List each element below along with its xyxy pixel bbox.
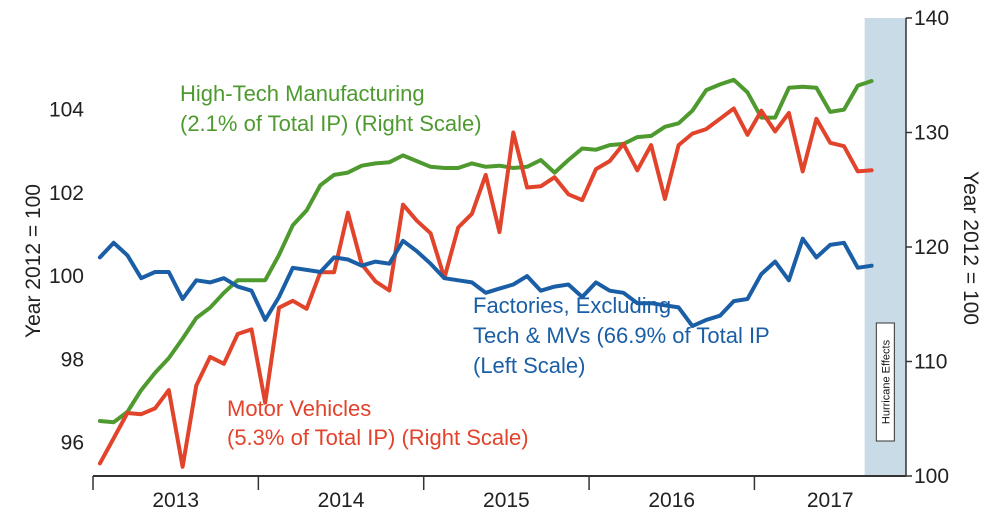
left-tick-label: 98 bbox=[61, 348, 84, 371]
motor-vehicles-annotation-line-1: Motor Vehicles bbox=[227, 396, 371, 421]
series-line-factories-excluding-tech-mvs bbox=[97, 236, 874, 329]
series-layer bbox=[97, 77, 874, 469]
series-line-motor-vehicles bbox=[97, 106, 874, 469]
motor-vehicles-annotation-line-2: (5.3% of Total IP) (Right Scale) bbox=[227, 425, 529, 450]
right-axis: 100 110 120 130 140 bbox=[905, 7, 949, 488]
left-tick-label: 100 bbox=[49, 265, 84, 288]
x-axis: 2013 2014 2015 2016 2017 bbox=[92, 475, 906, 512]
right-tick-label: 130 bbox=[914, 122, 949, 145]
factories-annotation-line-2: Tech & MVs (66.9% of Total IP bbox=[473, 323, 770, 348]
hurricane-effects-label-box bbox=[875, 322, 895, 442]
series-line-high-tech-manufacturing bbox=[97, 77, 874, 425]
left-tick-label: 102 bbox=[49, 182, 84, 205]
right-tick-label: 110 bbox=[914, 351, 947, 374]
left-axis-title: Year 2012 = 100 bbox=[22, 184, 45, 338]
right-tick-label: 140 bbox=[914, 7, 949, 30]
hurricane-effects-label: Hurricane Effects bbox=[880, 339, 892, 424]
factories-annotation-line-3: (Left Scale) bbox=[473, 353, 586, 378]
right-tick-label: 100 bbox=[914, 465, 949, 488]
high-tech-annotation-line-1: High-Tech Manufacturing bbox=[180, 81, 425, 106]
left-axis: 96 98 100 102 104 bbox=[49, 99, 84, 455]
left-tick-label: 96 bbox=[61, 432, 84, 455]
x-tick-label: 2017 bbox=[807, 489, 854, 512]
factories-annotation-line-1: Factories, Excluding bbox=[473, 293, 671, 318]
x-tick-label: 2013 bbox=[152, 489, 199, 512]
left-tick-label: 104 bbox=[49, 99, 84, 122]
x-tick-label: 2014 bbox=[318, 489, 365, 512]
right-tick-label: 120 bbox=[914, 236, 949, 259]
right-axis-title: Year 2012 = 100 bbox=[959, 171, 982, 325]
x-tick-label: 2016 bbox=[648, 489, 695, 512]
x-tick-label: 2015 bbox=[483, 489, 530, 512]
high-tech-annotation-line-2: (2.1% of Total IP) (Right Scale) bbox=[180, 111, 482, 136]
